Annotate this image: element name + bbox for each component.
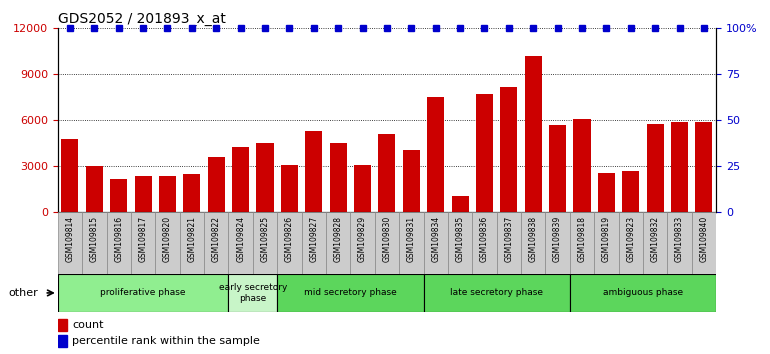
Text: GSM109820: GSM109820 bbox=[163, 216, 172, 262]
Text: GSM109825: GSM109825 bbox=[260, 216, 269, 262]
Text: GSM109818: GSM109818 bbox=[578, 216, 587, 262]
Text: GSM109838: GSM109838 bbox=[529, 216, 537, 262]
Bar bbox=[647, 124, 664, 212]
Text: GSM109827: GSM109827 bbox=[310, 216, 318, 262]
Text: GSM109824: GSM109824 bbox=[236, 216, 245, 262]
Text: GSM109826: GSM109826 bbox=[285, 216, 294, 262]
FancyBboxPatch shape bbox=[277, 274, 424, 312]
Text: GSM109823: GSM109823 bbox=[626, 216, 635, 262]
Text: GSM109833: GSM109833 bbox=[675, 216, 684, 262]
Text: percentile rank within the sample: percentile rank within the sample bbox=[72, 336, 260, 346]
Bar bbox=[448, 212, 472, 278]
Bar bbox=[524, 56, 542, 212]
Bar bbox=[574, 119, 591, 212]
Bar bbox=[305, 131, 323, 212]
Text: GSM109816: GSM109816 bbox=[114, 216, 123, 262]
Bar bbox=[159, 176, 176, 212]
Text: GSM109830: GSM109830 bbox=[383, 216, 391, 262]
Bar bbox=[183, 174, 200, 212]
Bar bbox=[476, 94, 493, 212]
Bar bbox=[598, 173, 615, 212]
Bar bbox=[643, 212, 668, 278]
Bar bbox=[378, 134, 396, 212]
Text: GSM109829: GSM109829 bbox=[358, 216, 367, 262]
Text: GSM109836: GSM109836 bbox=[480, 216, 489, 262]
Bar bbox=[451, 195, 469, 212]
Bar bbox=[497, 212, 521, 278]
Bar bbox=[179, 212, 204, 278]
Text: GDS2052 / 201893_x_at: GDS2052 / 201893_x_at bbox=[58, 12, 226, 26]
Bar bbox=[427, 97, 444, 212]
Bar bbox=[424, 212, 448, 278]
Text: GSM109821: GSM109821 bbox=[187, 216, 196, 262]
Bar bbox=[62, 139, 79, 212]
Text: GSM109840: GSM109840 bbox=[699, 216, 708, 262]
Bar bbox=[256, 143, 273, 212]
Text: GSM109828: GSM109828 bbox=[333, 216, 343, 262]
Text: GSM109822: GSM109822 bbox=[212, 216, 221, 262]
Bar bbox=[622, 171, 639, 212]
Text: GSM109815: GSM109815 bbox=[90, 216, 99, 262]
Bar bbox=[58, 335, 68, 347]
Bar bbox=[281, 165, 298, 212]
Bar bbox=[594, 212, 618, 278]
Text: other: other bbox=[8, 288, 38, 298]
Text: GSM109831: GSM109831 bbox=[407, 216, 416, 262]
Bar bbox=[695, 122, 712, 212]
FancyBboxPatch shape bbox=[424, 274, 570, 312]
Bar bbox=[521, 212, 545, 278]
Text: GSM109834: GSM109834 bbox=[431, 216, 440, 262]
Text: GSM109832: GSM109832 bbox=[651, 216, 660, 262]
Bar bbox=[399, 212, 424, 278]
Bar bbox=[302, 212, 326, 278]
Bar bbox=[277, 212, 302, 278]
Bar bbox=[472, 212, 497, 278]
Bar bbox=[58, 212, 82, 278]
Bar bbox=[253, 212, 277, 278]
Bar bbox=[545, 212, 570, 278]
Bar bbox=[131, 212, 156, 278]
Bar bbox=[208, 157, 225, 212]
Text: GSM109835: GSM109835 bbox=[456, 216, 464, 262]
Bar bbox=[135, 176, 152, 212]
Bar bbox=[500, 87, 517, 212]
Bar bbox=[330, 143, 346, 212]
FancyBboxPatch shape bbox=[570, 274, 716, 312]
Bar bbox=[106, 212, 131, 278]
Text: early secretory
phase: early secretory phase bbox=[219, 283, 287, 303]
Text: count: count bbox=[72, 320, 104, 330]
Bar bbox=[375, 212, 399, 278]
Bar bbox=[403, 150, 420, 212]
Text: GSM109837: GSM109837 bbox=[504, 216, 514, 262]
Bar bbox=[691, 212, 716, 278]
Text: GSM109819: GSM109819 bbox=[602, 216, 611, 262]
Bar bbox=[326, 212, 350, 278]
Text: ambiguous phase: ambiguous phase bbox=[603, 289, 683, 297]
Text: GSM109817: GSM109817 bbox=[139, 216, 148, 262]
Text: mid secretory phase: mid secretory phase bbox=[304, 289, 397, 297]
Bar bbox=[229, 212, 253, 278]
Bar bbox=[85, 166, 103, 212]
Bar bbox=[110, 179, 127, 212]
FancyBboxPatch shape bbox=[58, 274, 229, 312]
Bar bbox=[668, 212, 691, 278]
Bar bbox=[354, 165, 371, 212]
Text: GSM109814: GSM109814 bbox=[65, 216, 75, 262]
Text: proliferative phase: proliferative phase bbox=[100, 289, 186, 297]
Text: late secretory phase: late secretory phase bbox=[450, 289, 543, 297]
FancyBboxPatch shape bbox=[229, 274, 277, 312]
Bar bbox=[156, 212, 179, 278]
Bar bbox=[671, 122, 688, 212]
Bar bbox=[82, 212, 106, 278]
Bar bbox=[549, 125, 566, 212]
Bar bbox=[58, 319, 68, 331]
Bar bbox=[570, 212, 594, 278]
Bar bbox=[204, 212, 229, 278]
Bar bbox=[618, 212, 643, 278]
Bar bbox=[232, 147, 249, 212]
Bar bbox=[350, 212, 375, 278]
Text: GSM109839: GSM109839 bbox=[553, 216, 562, 262]
